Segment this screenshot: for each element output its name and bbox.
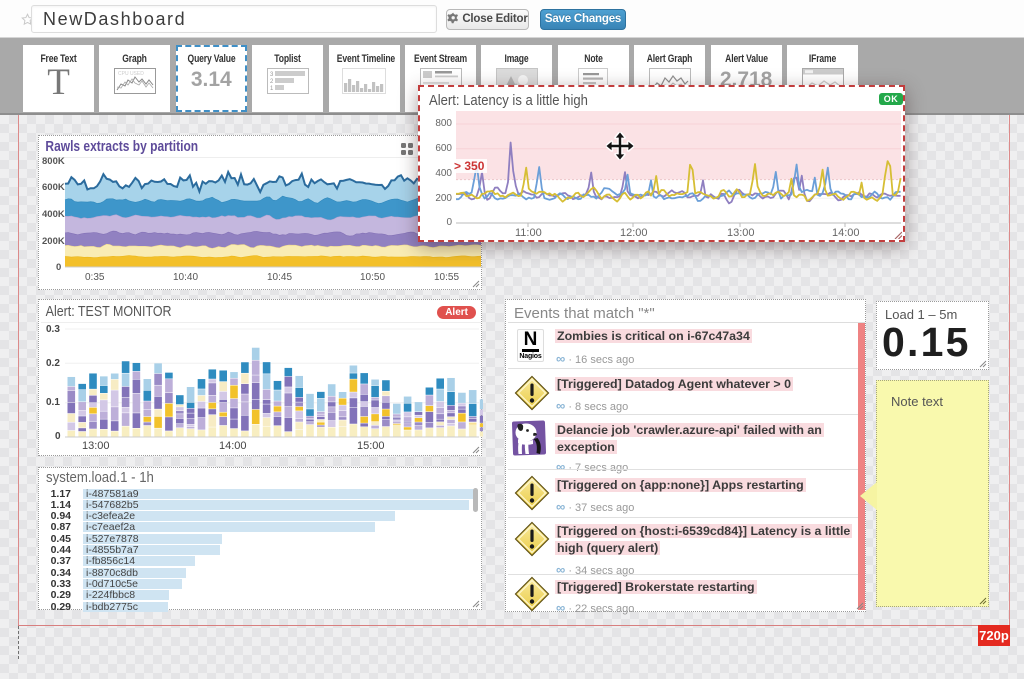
svg-text:> 350: > 350 [454, 159, 485, 173]
svg-text:3: 3 [270, 72, 274, 78]
svg-text:CPU USED: CPU USED [118, 71, 144, 77]
svg-text:2: 2 [270, 79, 274, 85]
svg-text:1: 1 [270, 86, 274, 92]
